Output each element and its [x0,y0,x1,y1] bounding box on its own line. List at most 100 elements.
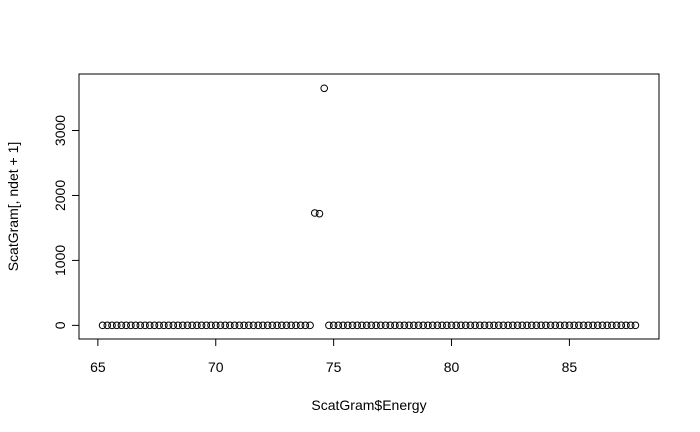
y-axis-label: ScatGram[, ndet + 1] [5,142,21,272]
data-point [287,321,295,330]
data-point [150,321,159,330]
data-point [292,321,300,330]
data-point [452,321,461,330]
data-point [112,321,121,330]
data-point [155,321,163,330]
data-point [527,321,536,330]
data-point [575,321,583,330]
data-point [273,321,281,330]
data-point [622,321,630,330]
data-points [98,84,640,330]
data-point [240,321,248,330]
x-tick-label: 65 [90,359,106,375]
data-point [509,321,517,330]
data-point [542,321,550,330]
data-point [490,321,498,330]
data-point [381,321,390,330]
data-point [424,321,432,330]
data-point [523,321,531,330]
data-point [556,321,564,330]
data-point [235,321,244,330]
data-point [277,321,286,330]
data-point [127,321,135,330]
data-point [428,321,437,330]
data-point [504,321,512,330]
data-point [376,321,385,330]
data-point [612,321,621,330]
data-point [339,321,347,330]
data-point [122,321,130,330]
data-point [362,321,371,330]
data-point [193,321,201,330]
data-point [551,321,560,330]
data-point [570,321,578,330]
data-point [480,321,489,330]
data-point [325,321,333,330]
x-axis: 65 70 75 80 85 [90,338,578,375]
data-point [254,321,262,330]
x-tick-label: 85 [562,359,578,375]
y-tick-label: 2000 [52,180,68,211]
plot-frame [78,73,660,340]
data-point [296,321,305,330]
data-point [315,209,324,218]
data-point [608,321,616,330]
data-point [438,321,446,330]
data-point [301,321,310,330]
data-point [108,321,116,330]
data-point [320,84,329,93]
y-tick-label: 1000 [52,245,68,276]
data-point [226,321,234,330]
data-point [546,321,555,330]
x-tick-label: 75 [326,359,342,375]
data-point [513,321,522,330]
data-point [334,321,343,330]
data-point [174,321,182,330]
data-point [372,321,380,330]
data-point [631,321,640,330]
data-point [471,321,479,330]
data-point [494,321,503,330]
data-point [447,321,456,330]
data-point [310,209,319,217]
data-point [584,321,593,330]
data-point [178,321,187,330]
data-point [211,321,220,330]
data-point [348,321,357,330]
data-point [160,321,168,330]
data-point [141,321,149,330]
data-point [400,321,409,330]
data-point [188,321,196,330]
data-point [164,321,173,330]
data-point [136,321,145,330]
y-tick-label: 0 [52,321,68,329]
data-point [579,321,588,330]
data-point [532,321,541,330]
data-point [202,321,211,330]
data-point [244,321,253,330]
data-point [145,321,154,330]
data-point [499,321,508,330]
y-tick-label: 3000 [52,115,68,146]
data-point [560,321,569,330]
data-point [405,321,413,330]
data-point [103,321,112,330]
data-point [230,321,239,330]
data-point [593,321,602,330]
data-point [518,321,527,330]
data-point [169,321,178,330]
data-point [249,321,258,330]
data-point [598,321,607,330]
data-point [98,321,107,330]
x-axis-label: ScatGram$Energy [311,397,426,413]
data-point [207,321,215,330]
data-point [419,321,428,330]
data-point [221,321,229,330]
data-point [282,321,291,330]
data-point [443,321,451,330]
data-point [353,321,362,330]
data-point [485,321,494,330]
data-point [386,321,395,330]
y-axis: 0 1000 2000 3000 [52,115,80,329]
